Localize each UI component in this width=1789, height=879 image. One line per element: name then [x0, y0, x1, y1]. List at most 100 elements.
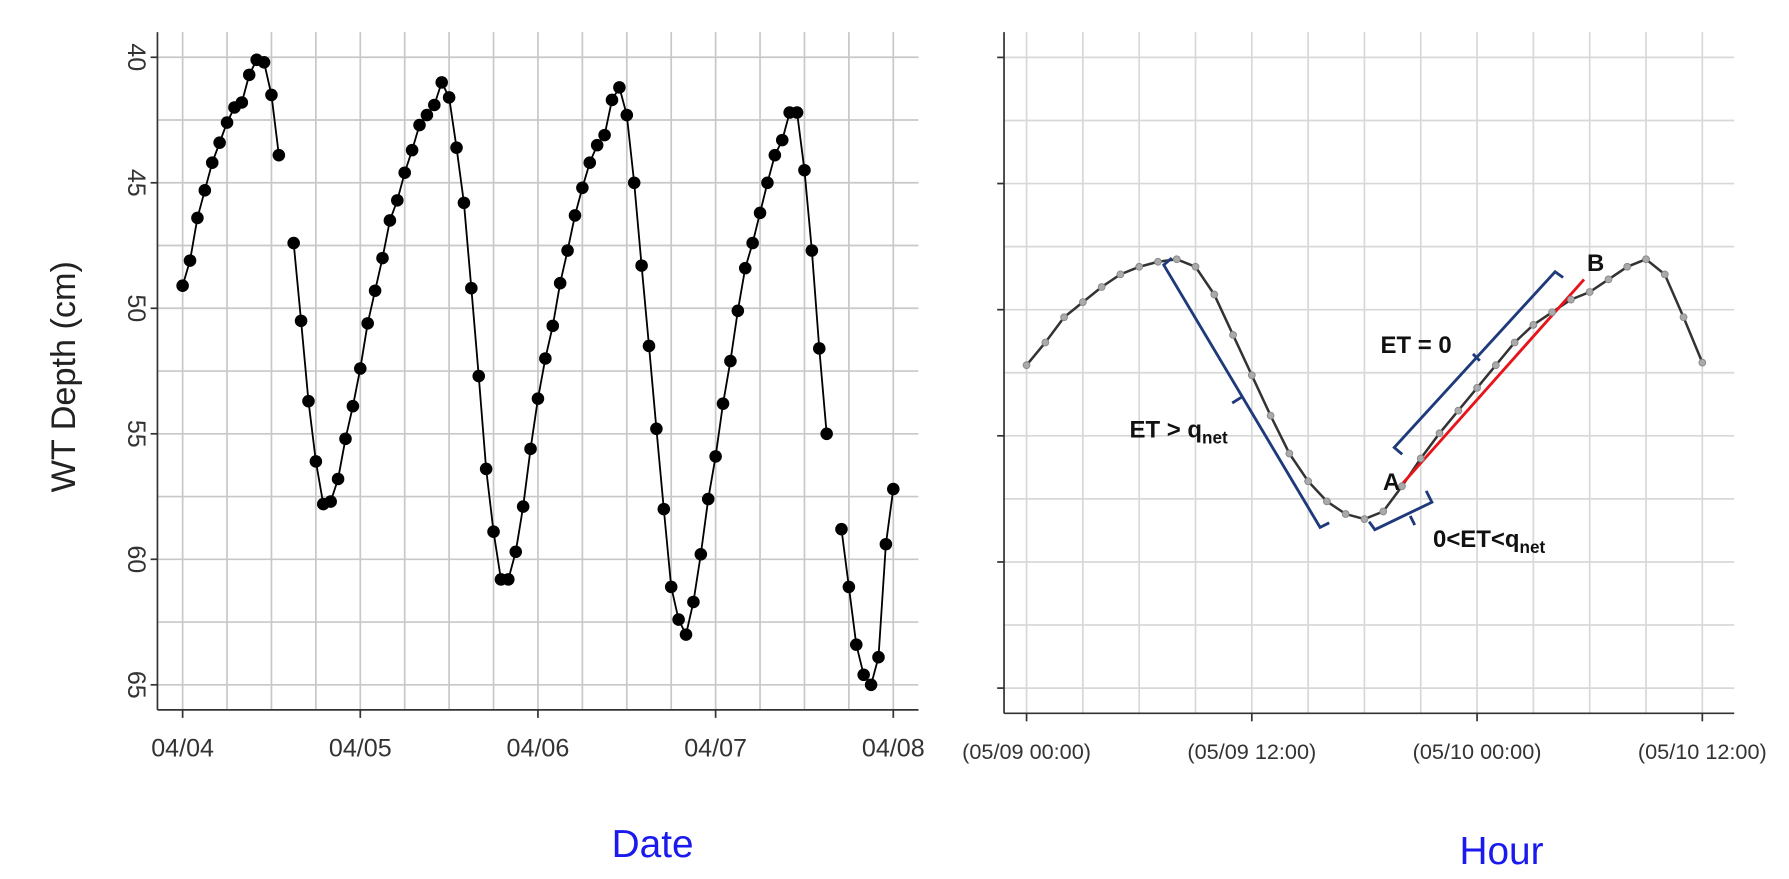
y-tick-label: 60: [122, 545, 150, 573]
point-label: A: [1383, 469, 1400, 496]
marker: [257, 56, 271, 69]
marker: [738, 261, 752, 275]
marker: [583, 156, 597, 169]
y-axis-label: WT Depth (cm): [45, 261, 83, 492]
bracket: [1392, 269, 1564, 456]
marker: [1116, 270, 1125, 279]
mark-layer: [176, 53, 1707, 692]
marker: [598, 128, 611, 142]
marker: [346, 399, 360, 413]
marker: [879, 537, 893, 551]
x-tick-label: (05/10 00:00): [1413, 739, 1542, 764]
marker: [1135, 262, 1144, 271]
bracket-tick: [1408, 515, 1417, 526]
marker: [642, 339, 656, 353]
marker: [887, 482, 900, 496]
marker: [864, 678, 878, 692]
marker: [1266, 411, 1275, 420]
x-axis-label: Hour: [1459, 830, 1543, 873]
marker: [413, 118, 426, 132]
marker: [687, 595, 700, 609]
marker: [546, 319, 560, 333]
annotation: 0<ET<qnet: [1433, 526, 1545, 556]
marker: [398, 166, 411, 180]
marker: [242, 68, 256, 82]
marker: [1491, 361, 1500, 370]
marker: [664, 580, 678, 594]
marker: [553, 276, 567, 290]
marker: [812, 342, 826, 355]
marker: [590, 138, 604, 152]
marker: [724, 354, 737, 368]
y-tick-label: 50: [122, 294, 150, 322]
marker: [1247, 371, 1256, 380]
marker: [1097, 283, 1106, 291]
marker: [420, 108, 434, 122]
marker: [775, 133, 789, 147]
marker: [331, 472, 345, 486]
marker: [361, 317, 374, 330]
marker: [657, 502, 671, 516]
marker: [354, 362, 367, 375]
marker: [627, 176, 641, 190]
marker: [287, 236, 300, 250]
marker: [428, 98, 441, 112]
marker: [1567, 295, 1575, 304]
y-tick-label: 65: [122, 671, 150, 699]
marker: [842, 580, 856, 594]
marker: [339, 432, 352, 446]
marker: [857, 668, 870, 682]
annotation: ET = 0: [1381, 332, 1452, 359]
marker: [183, 254, 197, 267]
marker: [1285, 449, 1294, 458]
bracket: [1367, 490, 1434, 532]
marker: [620, 108, 634, 122]
marker: [1623, 262, 1632, 271]
marker: [235, 96, 249, 109]
marker: [1679, 313, 1688, 322]
marker: [383, 214, 397, 227]
marker: [272, 148, 286, 162]
x-tick-label: (05/09 00:00): [962, 739, 1091, 764]
marker: [213, 136, 226, 149]
marker: [1510, 338, 1519, 347]
marker: [324, 495, 337, 508]
marker: [1379, 507, 1388, 516]
marker: [576, 181, 589, 195]
annotation-text: ET > q: [1130, 417, 1203, 444]
marker: [805, 244, 819, 257]
marker: [1154, 257, 1162, 266]
marker: [1585, 288, 1594, 296]
marker: [1041, 338, 1050, 347]
marker: [1660, 270, 1669, 279]
y-tick-label: 40: [122, 43, 150, 71]
marker: [391, 194, 404, 207]
marker: [191, 211, 204, 225]
marker: [1341, 510, 1350, 518]
marker: [516, 500, 530, 513]
marker: [679, 628, 693, 641]
annotation-subscript: net: [1520, 537, 1546, 556]
marker: [761, 176, 774, 190]
marker: [820, 427, 833, 441]
annotation-subscript: net: [1202, 428, 1228, 447]
marker: [709, 450, 722, 463]
marker: [442, 91, 456, 104]
point-label: B: [1587, 250, 1604, 277]
grid-layer: 40 45 50 55 60 65 04/04 04/05 04/06 04/07 04/08 Dat…: [45, 32, 1767, 873]
x-tick-label: 04/08: [862, 734, 925, 762]
marker: [487, 525, 500, 538]
marker: [368, 284, 382, 297]
marker: [176, 279, 189, 292]
marker: [265, 88, 278, 102]
marker: [1454, 406, 1463, 415]
annotation-text: ET = 0: [1381, 332, 1452, 359]
marker: [1304, 477, 1313, 486]
marker: [1191, 262, 1200, 271]
marker: [509, 545, 523, 559]
marker: [479, 462, 493, 476]
annotation: ET > qnet: [1130, 417, 1228, 447]
marker: [1172, 255, 1181, 264]
x-tick-label: 04/04: [151, 734, 214, 762]
